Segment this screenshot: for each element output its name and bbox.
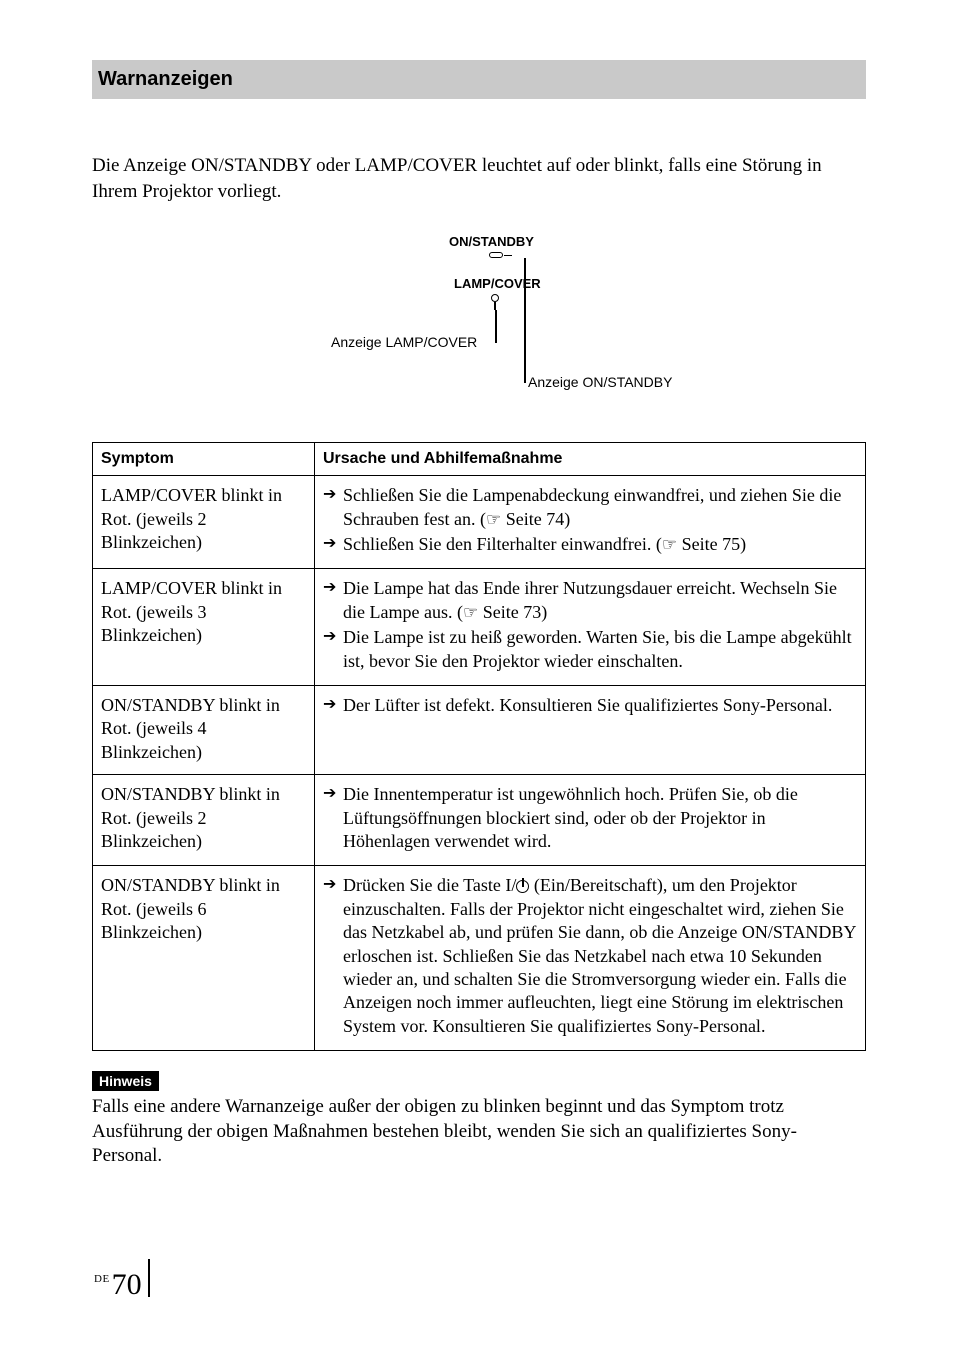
remedy-item: ➔ Die Lampe ist zu heiß geworden. Warten… xyxy=(323,626,857,673)
remedy-text: Die Lampe ist zu heiß geworden. Warten S… xyxy=(343,626,857,673)
arrow-icon: ➔ xyxy=(323,533,343,555)
remedy-text: Schließen Sie den Filterhalter einwandfr… xyxy=(343,533,857,556)
remedy-item: ➔ Drücken Sie die Taste I/ (Ein/Bereitsc… xyxy=(323,874,857,1038)
page-footer: DE70 xyxy=(94,1268,142,1302)
footer-page-number: 70 xyxy=(112,1268,142,1301)
note-text: Falls eine andere Warnanzeige außer der … xyxy=(92,1095,866,1169)
remedy-text: Drücken Sie die Taste I/ (Ein/Bereitscha… xyxy=(343,874,857,1038)
remedy-item: ➔ Die Lampe hat das Ende ihrer Nutzungsd… xyxy=(323,577,857,624)
arrow-icon: ➔ xyxy=(323,783,343,805)
diagram-callout-lampcover: Anzeige LAMP/COVER xyxy=(331,334,477,350)
symptom-cell: ON/STANDBY blinkt in Rot. (jeweils 4 Bli… xyxy=(93,686,315,775)
arrow-icon: ➔ xyxy=(323,694,343,716)
remedy-cell: ➔ Der Lüfter ist defekt. Konsultieren Si… xyxy=(315,686,866,775)
remedy-item: ➔ Schließen Sie die Lampenabdeckung einw… xyxy=(323,484,857,531)
remedy-text: Schließen Sie die Lampenabdeckung einwan… xyxy=(343,484,857,531)
symptom-cell: ON/STANDBY blinkt in Rot. (jeweils 6 Bli… xyxy=(93,866,315,1051)
symptom-cell: LAMP/COVER blinkt in Rot. (jeweils 3 Bli… xyxy=(93,569,315,686)
table-row: ON/STANDBY blinkt in Rot. (jeweils 4 Bli… xyxy=(93,686,866,775)
table-row: ON/STANDBY blinkt in Rot. (jeweils 6 Bli… xyxy=(93,866,866,1051)
table-row: LAMP/COVER blinkt in Rot. (jeweils 2 Bli… xyxy=(93,476,866,569)
remedy-cell: ➔ Die Innentemperatur ist ungewöhnlich h… xyxy=(315,775,866,866)
leader-line xyxy=(495,310,497,343)
remedy-cell: ➔ Drücken Sie die Taste I/ (Ein/Bereitsc… xyxy=(315,866,866,1051)
diagram-label-lampcover: LAMP/COVER xyxy=(454,276,541,291)
onstandby-led-icon xyxy=(489,252,503,258)
lampcover-led-icon xyxy=(491,294,499,302)
arrow-icon: ➔ xyxy=(323,626,343,648)
symptom-cell: ON/STANDBY blinkt in Rot. (jeweils 2 Bli… xyxy=(93,775,315,866)
intro-text: Die Anzeige ON/STANDBY oder LAMP/COVER l… xyxy=(92,153,866,204)
table-row: ON/STANDBY blinkt in Rot. (jeweils 2 Bli… xyxy=(93,775,866,866)
table-header-symptom: Symptom xyxy=(93,443,315,476)
table-header-remedy: Ursache und Abhilfemaßnahme xyxy=(315,443,866,476)
remedy-item: ➔ Die Innentemperatur ist ungewöhnlich h… xyxy=(323,783,857,853)
arrow-icon: ➔ xyxy=(323,484,343,506)
remedy-text: Die Innentemperatur ist ungewöhnlich hoc… xyxy=(343,783,857,853)
footer-lang: DE xyxy=(94,1273,110,1285)
lampcover-led-stem xyxy=(494,302,496,310)
pointer-icon: ☞ xyxy=(486,509,501,531)
remedy-text: Der Lüfter ist defekt. Konsultieren Sie … xyxy=(343,694,857,717)
footer-divider xyxy=(148,1259,150,1297)
note-label: Hinweis xyxy=(92,1071,159,1091)
arrow-icon: ➔ xyxy=(323,874,343,896)
symptom-table: Symptom Ursache und Abhilfemaßnahme LAMP… xyxy=(92,442,866,1051)
indicator-diagram: ON/STANDBY LAMP/COVER Anzeige LAMP/COVER… xyxy=(279,234,679,394)
diagram-label-onstandby: ON/STANDBY xyxy=(449,234,534,249)
remedy-cell: ➔ Die Lampe hat das Ende ihrer Nutzungsd… xyxy=(315,569,866,686)
pointer-icon: ☞ xyxy=(662,534,677,556)
power-icon xyxy=(516,880,529,893)
section-header: Warnanzeigen xyxy=(92,60,866,99)
remedy-item: ➔ Der Lüfter ist defekt. Konsultieren Si… xyxy=(323,694,857,717)
remedy-item: ➔ Schließen Sie den Filterhalter einwand… xyxy=(323,533,857,556)
pointer-icon: ☞ xyxy=(463,602,478,624)
diagram-callout-onstandby: Anzeige ON/STANDBY xyxy=(528,374,672,390)
table-row: LAMP/COVER blinkt in Rot. (jeweils 3 Bli… xyxy=(93,569,866,686)
remedy-text: Die Lampe hat das Ende ihrer Nutzungsdau… xyxy=(343,577,857,624)
arrow-icon: ➔ xyxy=(323,577,343,599)
remedy-cell: ➔ Schließen Sie die Lampenabdeckung einw… xyxy=(315,476,866,569)
symptom-cell: LAMP/COVER blinkt in Rot. (jeweils 2 Bli… xyxy=(93,476,315,569)
